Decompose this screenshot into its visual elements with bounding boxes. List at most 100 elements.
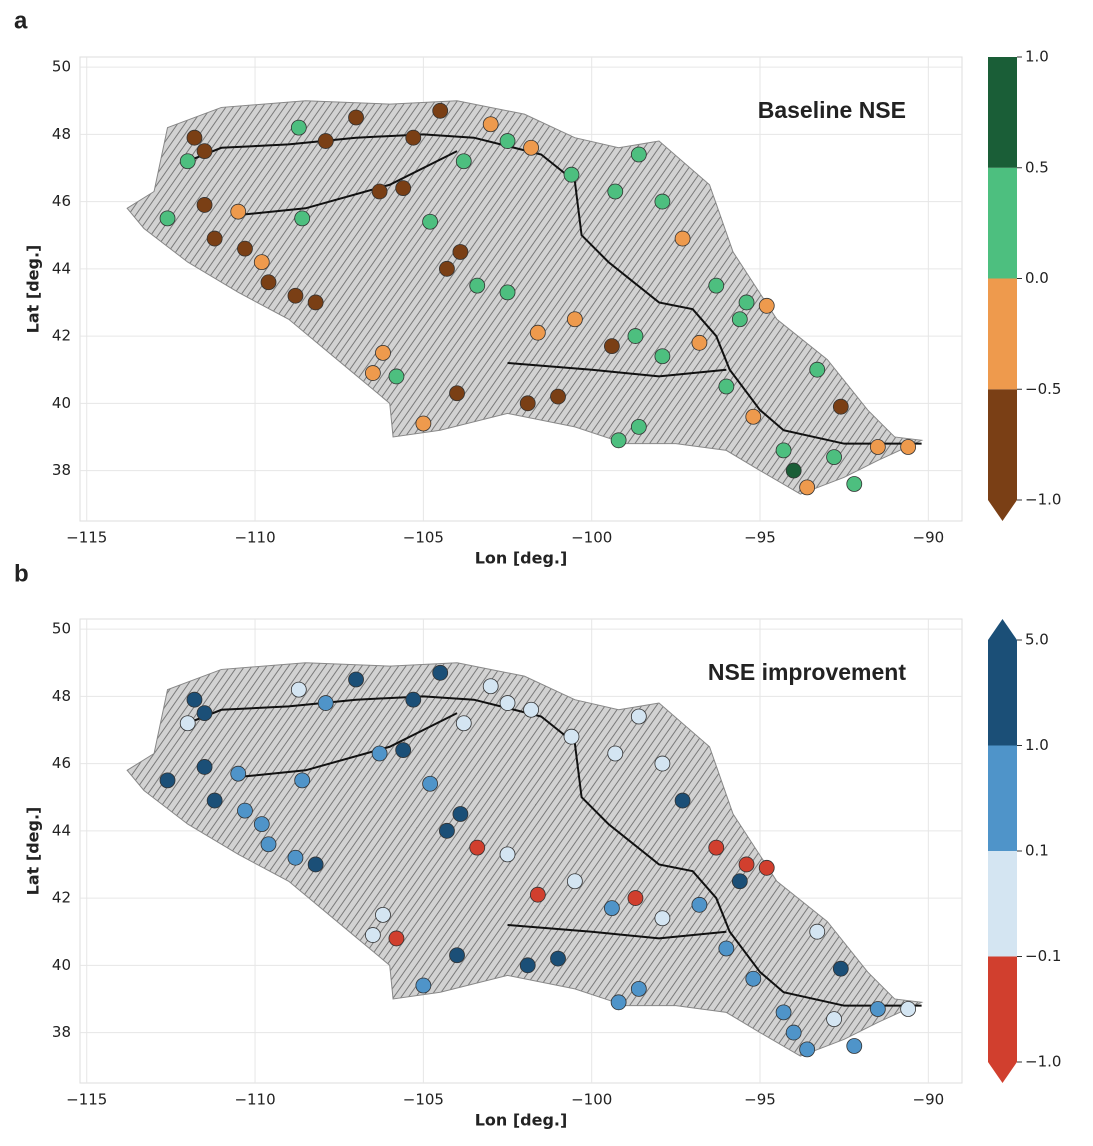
river [507, 361, 727, 378]
station [415, 415, 432, 432]
station [523, 139, 539, 156]
station [159, 210, 176, 227]
y-tick-label: 50 [52, 620, 71, 638]
y-tick-label: 44 [52, 259, 71, 277]
y-tick-label: 44 [52, 821, 71, 839]
station [738, 294, 755, 311]
colorbar-tick-label: 1.0 [1025, 736, 1049, 754]
station [758, 297, 775, 314]
panel-label: b [14, 560, 29, 587]
station [654, 348, 671, 365]
station [375, 344, 391, 361]
station [832, 398, 849, 415]
station [775, 1004, 792, 1021]
station [405, 129, 422, 146]
colorbar-bin [988, 389, 1017, 500]
river [238, 150, 458, 217]
x-tick-label: −105 [403, 1091, 444, 1109]
y-tick-label: 40 [52, 394, 71, 412]
station [708, 277, 725, 294]
station [846, 476, 863, 492]
station [432, 102, 449, 119]
x-tick-label: −115 [66, 1091, 107, 1109]
station [630, 418, 647, 435]
station [523, 701, 539, 718]
colorbar-tick-label: 0.0 [1025, 269, 1049, 287]
station [630, 146, 647, 163]
station [691, 896, 708, 913]
station [627, 328, 644, 344]
station [630, 708, 647, 725]
station [900, 439, 917, 455]
station [415, 977, 432, 994]
river [238, 712, 458, 779]
station [196, 143, 213, 160]
station [469, 277, 486, 294]
y-tick-label: 42 [52, 327, 71, 345]
station [395, 180, 412, 197]
station [758, 859, 775, 876]
station [785, 462, 802, 479]
station [348, 109, 364, 126]
station [654, 755, 671, 772]
y-tick-label: 48 [52, 125, 71, 143]
colorbar-tick-label: 0.1 [1025, 842, 1049, 860]
station [869, 1001, 886, 1017]
station [287, 287, 304, 304]
station [826, 1011, 842, 1028]
station [799, 1041, 816, 1058]
station [179, 715, 196, 732]
station [869, 439, 886, 455]
river [187, 133, 922, 445]
y-axis-label: Lat [deg.] [24, 245, 43, 334]
station [519, 957, 536, 974]
y-tick-label: 50 [52, 58, 71, 76]
station [550, 950, 566, 967]
station [230, 203, 247, 220]
station [630, 980, 647, 997]
river [187, 695, 922, 1007]
station [718, 378, 735, 395]
station [482, 678, 499, 695]
station [290, 119, 307, 136]
station [405, 691, 422, 708]
station [785, 1024, 802, 1041]
station [566, 873, 583, 890]
station [186, 129, 203, 146]
station [809, 923, 826, 940]
station [159, 772, 176, 789]
station [196, 197, 213, 213]
station [745, 970, 762, 987]
station [371, 745, 388, 762]
station [449, 385, 465, 402]
y-tick-label: 46 [52, 754, 71, 772]
colorbar-extend [988, 500, 1017, 521]
station [307, 294, 324, 311]
station [422, 213, 439, 230]
station [294, 772, 311, 789]
station [388, 368, 405, 385]
station [566, 311, 583, 328]
x-axis-label: Lon [deg.] [475, 549, 568, 568]
station [482, 116, 499, 133]
colorbar-tick-label: −0.1 [1025, 947, 1061, 965]
station [439, 260, 455, 277]
station [371, 183, 388, 200]
station [452, 244, 469, 260]
y-tick-label: 48 [52, 687, 71, 705]
station [563, 166, 580, 183]
station [196, 759, 213, 775]
y-tick-label: 38 [52, 1023, 71, 1041]
station [499, 695, 516, 711]
station [607, 183, 624, 200]
station [237, 802, 253, 819]
station [206, 230, 223, 247]
station [627, 890, 644, 906]
station [799, 479, 816, 496]
y-tick-label: 40 [52, 956, 71, 974]
colorbar-bin [988, 745, 1017, 851]
station [775, 442, 792, 459]
x-tick-label: −95 [744, 1091, 776, 1109]
station [287, 849, 304, 866]
